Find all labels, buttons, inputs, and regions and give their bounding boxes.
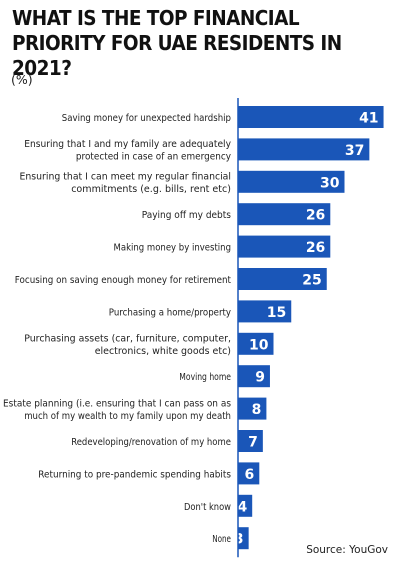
category-label: Moving home bbox=[179, 372, 231, 383]
bar-value-label: 8 bbox=[252, 402, 262, 418]
bar-value-label: 6 bbox=[245, 467, 255, 483]
category-label: Returning to pre-pandemic spending habit… bbox=[38, 469, 231, 480]
category-label: None bbox=[212, 534, 231, 545]
bar bbox=[238, 300, 292, 323]
bar-value-label: 15 bbox=[267, 305, 286, 321]
category-label: Paying off my debts bbox=[142, 210, 231, 221]
unit-label: (%) bbox=[11, 72, 33, 87]
category-label: protected in case of an emergency bbox=[76, 152, 231, 163]
bar bbox=[238, 332, 274, 355]
bar bbox=[238, 268, 327, 290]
bar-value-label: 9 bbox=[255, 370, 265, 386]
category-label: Don't know bbox=[184, 502, 231, 513]
bar bbox=[238, 527, 249, 550]
category-label: Ensuring that I and my family are adequa… bbox=[24, 139, 231, 150]
category-label: Purchasing a home/property bbox=[109, 307, 231, 318]
bar bbox=[238, 430, 263, 452]
category-label: Redeveloping/renovation of my home bbox=[71, 437, 231, 448]
bar-value-label: 4 bbox=[237, 499, 247, 515]
chart-title: WHAT IS THE TOP FINANCIAL PRIORITY FOR U… bbox=[12, 6, 342, 80]
category-label: Estate planning (i.e. ensuring that I ca… bbox=[3, 398, 231, 409]
category-label: electronics, white goods etc) bbox=[95, 346, 231, 357]
bar bbox=[238, 494, 253, 517]
bar-value-label: 30 bbox=[320, 175, 340, 191]
bar bbox=[238, 397, 267, 420]
bar bbox=[238, 138, 370, 161]
bar-value-label: 37 bbox=[345, 143, 364, 159]
bar bbox=[238, 203, 331, 226]
category-label: Purchasing assets (car, furniture, compu… bbox=[24, 334, 231, 345]
bar bbox=[238, 365, 270, 388]
bar bbox=[238, 235, 331, 258]
category-label: Focusing on saving enough money for reti… bbox=[15, 275, 231, 286]
category-label: much of my wealth to my family upon my d… bbox=[24, 411, 231, 422]
bar bbox=[238, 170, 345, 193]
category-label: Saving money for unexpected hardship bbox=[62, 113, 231, 124]
bar bbox=[238, 462, 260, 485]
bar-value-label: 26 bbox=[306, 240, 325, 256]
category-label: Making money by investing bbox=[114, 243, 232, 254]
source-note: Source: YouGov bbox=[306, 544, 388, 556]
bar-value-label: 25 bbox=[302, 273, 321, 289]
bar-value-label: 26 bbox=[306, 208, 325, 224]
category-label: commitments (e.g. bills, rent etc) bbox=[71, 184, 231, 195]
bar bbox=[238, 106, 384, 128]
bar-value-label: 10 bbox=[249, 337, 269, 353]
category-label: Ensuring that I can meet my regular fina… bbox=[20, 172, 232, 183]
bar-value-label: 7 bbox=[248, 435, 258, 451]
bar-value-label: 3 bbox=[234, 532, 244, 548]
bar-value-label: 41 bbox=[359, 111, 378, 127]
